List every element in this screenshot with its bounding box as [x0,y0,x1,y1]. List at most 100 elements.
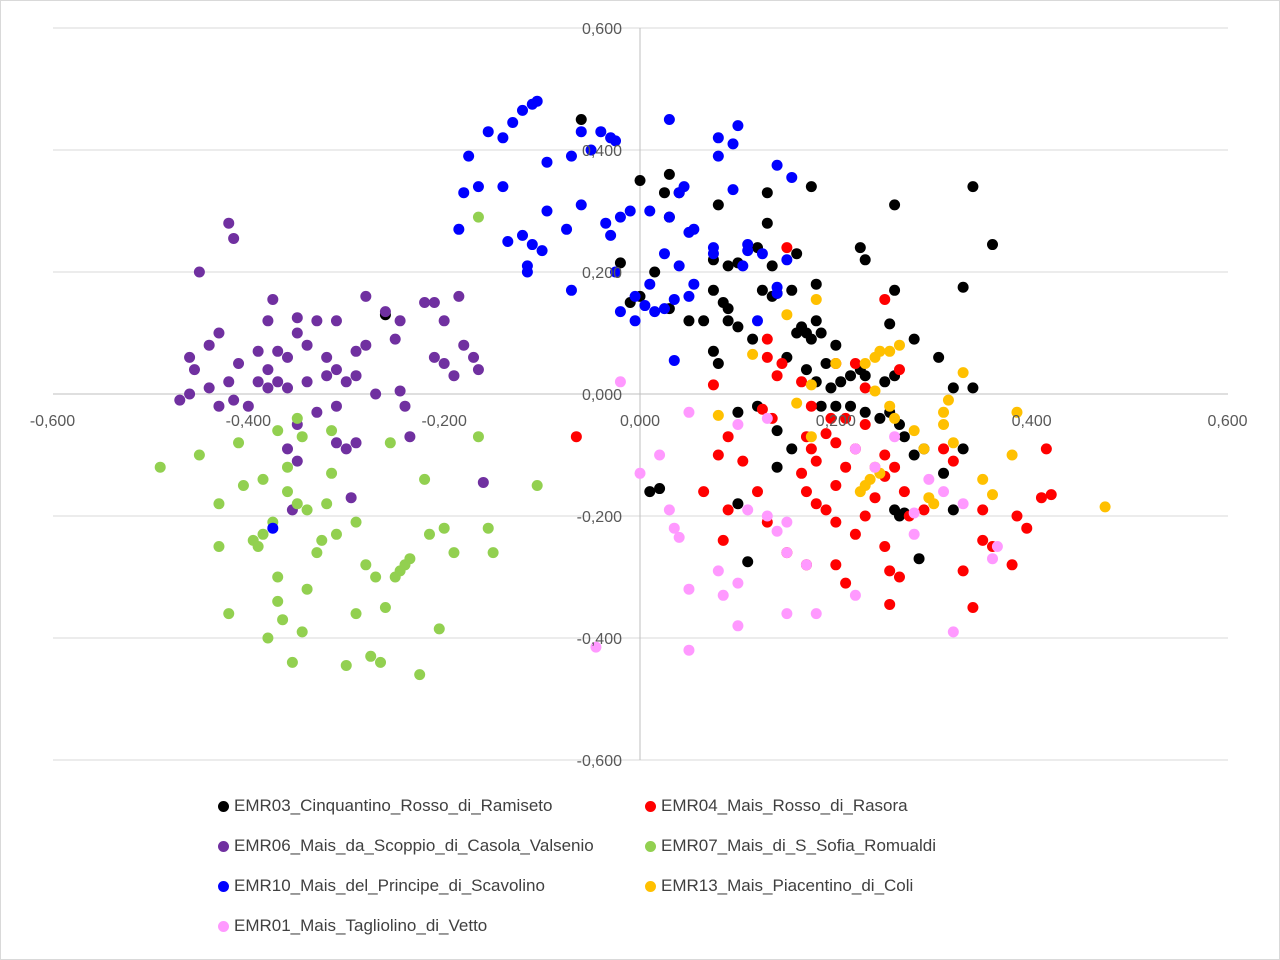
data-point [296,431,308,443]
data-point [321,498,333,510]
data-point [830,400,842,412]
data-point [654,483,666,495]
data-point [771,461,783,473]
series-4 [267,95,798,534]
data-point [781,254,793,266]
data-point [565,150,577,162]
data-point [340,659,352,671]
data-point [370,571,382,583]
data-point [282,486,293,498]
data-point [389,333,401,345]
data-point [193,449,205,461]
data-point [458,187,470,199]
data-point [786,443,798,455]
data-point [330,437,342,449]
data-point [1006,559,1018,571]
data-point [854,242,866,254]
data-point [737,260,749,272]
data-point [893,571,905,583]
data-point [228,394,240,406]
data-point [683,315,695,327]
data-point [1099,501,1111,513]
data-point [213,400,225,412]
data-point [188,364,200,376]
data-point [859,370,871,382]
data-point [453,223,465,235]
data-point [595,126,607,138]
data-point [845,370,857,382]
legend-marker [218,800,229,812]
data-point [330,528,342,540]
data-point [223,376,235,388]
data-point [977,473,989,485]
data-point [404,431,416,443]
data-point [634,175,646,186]
data-point [742,245,754,257]
data-point [350,516,362,528]
data-point [869,461,881,473]
data-point [658,248,670,260]
data-point [487,547,499,559]
data-point [291,498,303,510]
legend-label: EMR10_Mais_del_Principe_di_Scavolino [234,876,545,895]
data-point [531,480,543,491]
data-point [282,382,293,394]
data-point [776,358,788,369]
data-point [688,223,700,235]
data-point [453,290,465,302]
data-point [673,260,685,272]
data-point [835,376,847,388]
axes [53,28,1228,760]
data-point [840,412,852,424]
series-6 [590,376,1003,656]
data-point [326,467,338,479]
data-point [272,595,284,607]
data-point [849,443,861,455]
data-point [262,364,274,376]
data-point [291,312,303,324]
data-point [526,98,538,110]
data-point [321,370,333,382]
data-point [874,412,886,424]
data-point [448,370,460,382]
data-point [423,528,435,540]
data-point [585,144,597,156]
data-point [761,510,773,522]
data-point [918,443,930,455]
y-tick-label: 0,400 [582,143,622,160]
series-5 [712,293,1111,513]
legend-label: EMR13_Mais_Piacentino_di_Coli [661,876,914,895]
data-point [644,278,656,290]
data-point [394,385,406,397]
data-point [800,559,812,571]
data-point [213,327,225,339]
data-point [727,184,739,196]
data-point [879,376,891,388]
data-point [698,486,710,498]
data-point [830,480,842,491]
data-point [350,608,362,620]
data-point [947,626,959,638]
data-point [893,339,905,351]
data-point [350,437,362,449]
data-point [1035,492,1047,504]
legend-marker [218,920,229,932]
data-point [668,522,680,534]
data-point [1045,489,1057,501]
data-point [825,382,837,394]
data-point [272,571,284,583]
data-point [565,284,577,296]
data-point [228,232,240,244]
data-point [849,528,861,540]
data-point [820,428,832,440]
data-point [884,318,896,330]
data-point [414,669,426,681]
legend-label: EMR07_Mais_di_S_Sofia_Romualdi [661,836,936,855]
data-point [805,443,817,455]
data-point [977,534,989,546]
legend-item: EMR03_Cinquantino_Rosso_di_Ramiseto [218,796,552,816]
data-point [502,236,514,247]
data-point [717,534,729,546]
legend-label: EMR03_Cinquantino_Rosso_di_Ramiseto [234,796,553,815]
data-point [938,486,950,498]
